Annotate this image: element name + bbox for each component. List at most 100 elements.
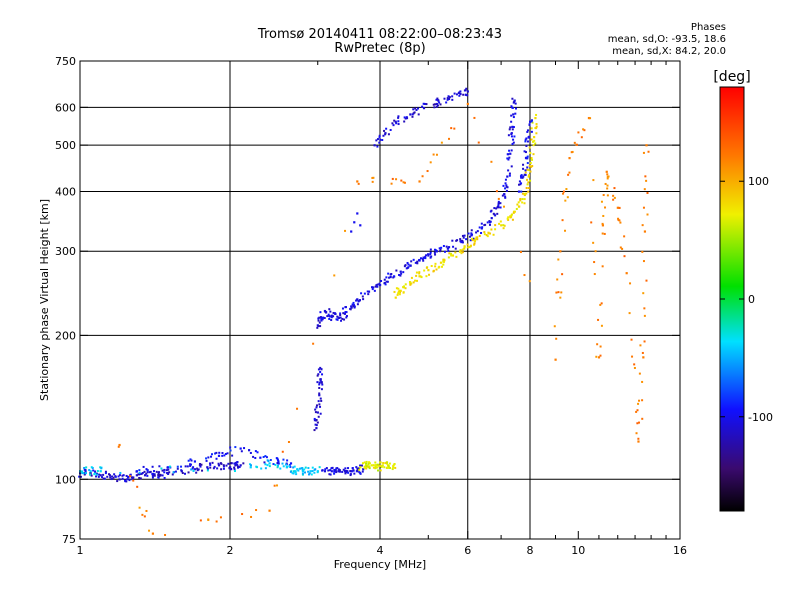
data-point [292, 472, 295, 475]
data-point [575, 143, 578, 146]
data-point [311, 466, 314, 469]
data-point [599, 303, 602, 306]
data-point [198, 464, 201, 467]
y-tick-label: 750 [55, 55, 76, 68]
data-point [350, 470, 353, 473]
data-point [392, 276, 395, 279]
data-point [393, 463, 396, 466]
data-point [399, 289, 402, 292]
data-point [443, 259, 446, 262]
data-point [327, 313, 330, 316]
data-point [397, 287, 400, 290]
data-point [161, 474, 164, 477]
data-point [439, 103, 442, 106]
data-point [527, 136, 530, 139]
data-point [437, 99, 440, 102]
data-point [564, 199, 567, 202]
data-point [344, 467, 347, 470]
data-point [151, 476, 154, 479]
data-point [385, 461, 388, 464]
data-point [446, 247, 449, 250]
data-point [587, 116, 591, 120]
data-point [125, 474, 128, 477]
x-axis-label: Frequency [MHz] [334, 558, 426, 571]
data-point [486, 221, 489, 224]
data-point [324, 468, 327, 471]
data-point [328, 308, 331, 311]
data-point [189, 464, 192, 467]
data-point [511, 106, 514, 109]
data-point [453, 92, 456, 95]
data-point [513, 100, 516, 103]
data-point [319, 366, 322, 369]
data-point [148, 471, 151, 474]
data-point [529, 170, 532, 173]
data-point [338, 470, 341, 473]
data-point [423, 102, 426, 105]
data-point [82, 472, 85, 475]
data-point [469, 245, 472, 248]
data-point [425, 275, 428, 278]
data-point [187, 459, 190, 462]
colorbar-label: [deg] [713, 69, 750, 85]
data-point [269, 458, 272, 461]
data-point [533, 139, 536, 142]
data-point [84, 470, 87, 473]
data-point [242, 462, 245, 465]
data-point [460, 241, 463, 244]
data-point [368, 462, 371, 465]
data-point [229, 446, 232, 449]
data-point [392, 464, 395, 467]
data-point [112, 476, 115, 479]
data-point [638, 421, 641, 424]
data-point [126, 478, 129, 481]
data-point [314, 411, 317, 414]
data-point [227, 462, 230, 465]
data-point [199, 465, 202, 468]
data-point [221, 454, 224, 457]
data-point [404, 287, 407, 290]
data-point [264, 467, 267, 470]
data-point [286, 459, 289, 462]
data-point [380, 280, 383, 283]
data-point [447, 256, 450, 259]
data-point [356, 212, 359, 215]
data-point [455, 93, 458, 96]
data-point [582, 128, 585, 131]
data-point [514, 102, 517, 105]
data-point [606, 173, 609, 176]
data-point [151, 532, 155, 535]
data-point [114, 475, 117, 478]
data-point [312, 342, 315, 345]
data-point [643, 188, 646, 191]
data-point [215, 451, 218, 454]
data-point [287, 440, 290, 443]
data-point [376, 466, 379, 469]
data-point [320, 399, 323, 402]
data-point [367, 462, 370, 465]
data-point [416, 279, 419, 282]
data-point [600, 200, 603, 203]
data-point [361, 295, 364, 298]
data-point [308, 472, 311, 475]
data-point [356, 298, 359, 301]
data-point [616, 206, 619, 209]
data-point [463, 245, 466, 248]
data-point [88, 473, 91, 476]
data-point [478, 234, 481, 237]
data-point [307, 467, 310, 470]
data-point [417, 107, 420, 110]
data-point [338, 316, 341, 319]
data-point [319, 311, 322, 314]
data-point [471, 239, 474, 242]
data-point [403, 181, 406, 184]
data-point [412, 108, 415, 111]
data-point [384, 462, 387, 465]
data-point [382, 462, 385, 465]
data-point [523, 198, 526, 201]
data-point [249, 464, 252, 467]
data-point [268, 462, 271, 465]
data-point [352, 304, 355, 307]
data-point [243, 447, 246, 450]
data-point [464, 89, 467, 92]
